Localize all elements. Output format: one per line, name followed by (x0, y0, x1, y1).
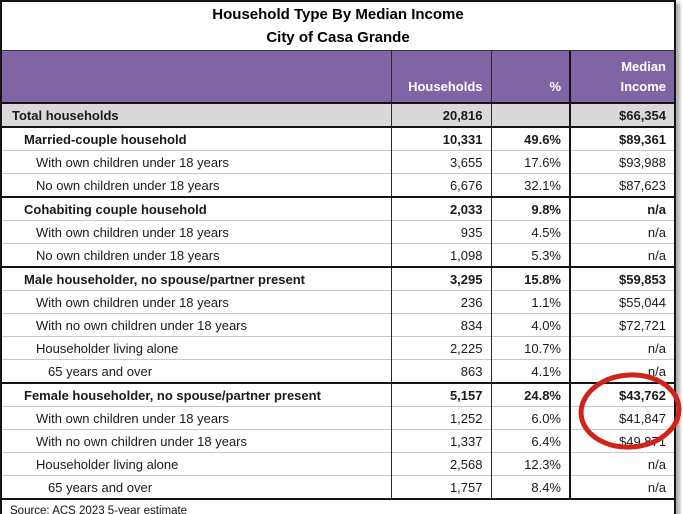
header-row: Households % Median Income (2, 51, 674, 103)
percent-value: 32.1% (490, 173, 570, 197)
median-income-value: $93,988 (569, 150, 674, 174)
percent-value: 17.6% (490, 150, 570, 174)
table-row: With own children under 18 years 236 1.1% $… (2, 290, 674, 314)
percent-value: 6.4% (490, 429, 570, 453)
percent-value: 4.0% (490, 313, 570, 337)
percent-value: 12.3% (490, 452, 570, 476)
table-row: Female householder, no spouse/partner pr… (2, 383, 674, 407)
source-note: Source: ACS 2023 5-year estimate (10, 505, 188, 514)
households-value: 1,337 (390, 429, 491, 453)
households-value: 1,252 (390, 406, 491, 430)
header-blank-cell (2, 51, 391, 103)
row-label: With no own children under 18 years (36, 317, 248, 333)
table-row: Total households 20,816 $66,354 (2, 103, 674, 127)
table-row: No own children under 18 years 6,676 32.1%… (2, 173, 674, 197)
households-value: 1,757 (390, 475, 491, 499)
median-income-value: n/a (569, 475, 674, 499)
row-label: 65 years and over (48, 479, 153, 495)
median-income-value: $59,853 (569, 267, 674, 291)
table-row: With own children under 18 years 935 4.5% n… (2, 220, 674, 244)
header-percent: % (490, 51, 570, 103)
row-label: Married-couple household (24, 131, 187, 147)
median-income-value: $43,762 (569, 383, 674, 407)
median-income-value: n/a (569, 452, 674, 476)
households-value: 3,295 (390, 267, 491, 291)
median-income-value: $66,354 (569, 103, 674, 127)
median-income-value: $41,847 (569, 406, 674, 430)
median-income-value: $55,044 (569, 290, 674, 314)
table-row: With own children under 18 years 1,252 6.0… (2, 406, 674, 430)
median-income-value: $89,361 (569, 127, 674, 151)
table-row: Married-couple household 10,331 49.6% $89,3… (2, 127, 674, 151)
title-line-1: Household Type By Median Income (212, 5, 464, 23)
percent-value: 15.8% (490, 267, 570, 291)
row-label: With own children under 18 years (36, 224, 229, 240)
households-value: 2,225 (390, 336, 491, 360)
households-value: 5,157 (390, 383, 491, 407)
households-value: 935 (390, 220, 491, 244)
households-value: 863 (390, 359, 491, 383)
household-income-table: Households % Median Income Total househo… (2, 51, 674, 500)
header-median-line-1: Median (621, 58, 666, 74)
table-row: With no own children under 18 years 1,337… (2, 429, 674, 453)
percent-value: 9.8% (490, 197, 570, 221)
table-row: With no own children under 18 years 834 4.… (2, 313, 674, 337)
households-value: 2,568 (390, 452, 491, 476)
median-income-value: n/a (569, 359, 674, 383)
percent-value: 1.1% (490, 290, 570, 314)
households-value: 6,676 (390, 173, 491, 197)
percent-value: 5.3% (490, 243, 570, 267)
percent-value: 6.0% (490, 406, 570, 430)
percent-value: 24.8% (490, 383, 570, 407)
percent-value: 49.6% (490, 127, 570, 151)
row-label: Householder living alone (36, 340, 179, 356)
row-label: 65 years and over (48, 363, 153, 379)
header-households: Households (390, 51, 491, 103)
table-row: Householder living alone 2,225 10.7% n/a (2, 336, 674, 360)
percent-value: 4.5% (490, 220, 570, 244)
row-label: No own children under 18 years (36, 177, 220, 193)
row-label: With no own children under 18 years (36, 433, 248, 449)
row-label: With own children under 18 years (36, 154, 229, 170)
row-label: With own children under 18 years (36, 294, 229, 310)
percent-value: 10.7% (490, 336, 570, 360)
table-row: Male householder, no spouse/partner pres… (2, 267, 674, 291)
header-median-line-2: Income (620, 78, 666, 94)
table-row: With own children under 18 years 3,655 17.… (2, 150, 674, 174)
median-income-value: $87,623 (569, 173, 674, 197)
median-income-value: $72,721 (569, 313, 674, 337)
table-row: Cohabiting couple household 2,033 9.8% n/a (2, 197, 674, 221)
table-row: No own children under 18 years 1,098 5.3% n… (2, 243, 674, 267)
row-label: With own children under 18 years (36, 410, 229, 426)
median-income-value: n/a (569, 336, 674, 360)
households-value: 236 (390, 290, 491, 314)
title-line-2: City of Casa Grande (266, 29, 410, 46)
median-income-value: n/a (569, 197, 674, 221)
row-label: Female householder, no spouse/partner pr… (24, 387, 321, 403)
households-value: 2,033 (390, 197, 491, 221)
median-income-value: $49,871 (569, 429, 674, 453)
median-income-value: n/a (569, 220, 674, 244)
table-title: Household Type By Median Income City of … (2, 2, 674, 51)
table-row: 65 years and over 1,757 8.4% n/a (2, 475, 674, 499)
table-row: Householder living alone 2,568 12.3% n/a (2, 452, 674, 476)
households-value: 1,098 (390, 243, 491, 267)
percent-value: 4.1% (490, 359, 570, 383)
header-median-income: Median Income (569, 51, 674, 103)
households-value: 20,816 (390, 103, 491, 127)
households-value: 10,331 (390, 127, 491, 151)
row-label: Householder living alone (36, 456, 179, 472)
row-label: Total households (12, 107, 119, 123)
row-label: No own children under 18 years (36, 247, 220, 263)
percent-value: 8.4% (490, 475, 570, 499)
percent-value (490, 103, 570, 127)
row-label: Cohabiting couple household (24, 201, 207, 217)
households-value: 3,655 (390, 150, 491, 174)
table-row: 65 years and over 863 4.1% n/a (2, 359, 674, 383)
households-value: 834 (390, 313, 491, 337)
median-income-value: n/a (569, 243, 674, 267)
row-label: Male householder, no spouse/partner pres… (24, 271, 306, 287)
